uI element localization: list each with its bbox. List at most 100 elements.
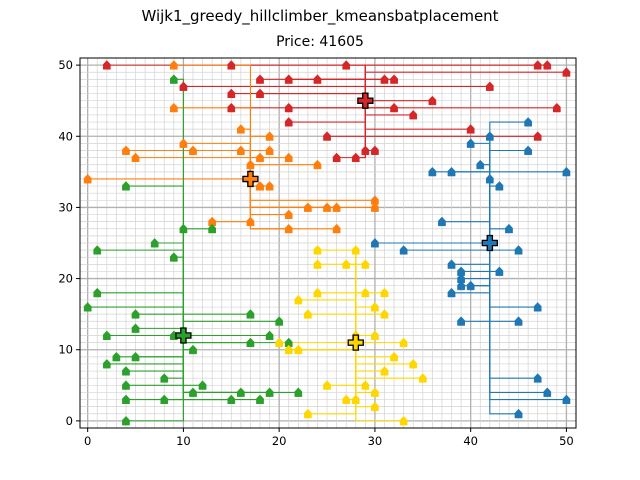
house-marker [122,181,130,191]
house-marker [284,209,293,219]
house-marker [189,344,197,355]
house-marker [284,117,293,127]
house-marker [93,287,102,298]
house-marker [122,145,130,155]
house-marker [380,366,389,376]
house-marker [169,102,178,113]
house-marker [390,74,398,84]
plot-frame [79,57,577,429]
house-marker [533,60,542,70]
x-tick-label: 0 [84,434,91,448]
house-marker [466,124,475,134]
house-marker [246,216,255,227]
cable-line [489,243,519,415]
house-marker [409,109,418,120]
house-marker [485,173,494,184]
house-marker [256,88,264,99]
cable-line [489,243,538,379]
cable-line [182,335,251,344]
house-marker [332,223,341,234]
house-marker [562,166,571,177]
house-marker [304,408,312,419]
y-tick-label: 0 [66,414,73,428]
house-marker [447,166,456,177]
y-tick-label: 40 [58,129,73,143]
house-marker [102,330,111,340]
y-tick-label: 20 [58,272,73,286]
house-marker [275,337,284,348]
house-marker [150,238,159,248]
house-marker [102,358,111,369]
house-marker [284,344,293,355]
house-marker [361,380,370,390]
house-marker [495,181,504,191]
house-marker [122,394,130,404]
house-marker [371,195,379,205]
house-marker [351,152,360,163]
cable-line [451,171,491,243]
house-marker [313,245,322,255]
house-marker [284,152,293,163]
house-marker [198,380,207,390]
house-marker [304,202,312,212]
cable-line [461,243,491,322]
house-marker [351,394,360,404]
house-marker [342,60,351,70]
house-marker [409,358,418,369]
battery-marker [347,334,364,351]
house-marker [179,81,188,91]
house-marker [371,387,379,397]
house-marker [399,415,408,426]
house-marker [371,145,379,155]
house-marker [543,60,552,70]
house-marker [256,394,264,404]
house-marker [466,280,475,291]
house-marker [562,67,571,77]
x-tick-label: 30 [368,434,383,448]
house-marker [227,60,236,70]
house-marker [514,245,523,255]
battery-marker [242,170,259,188]
house-marker [332,152,341,163]
house-marker [237,145,245,155]
house-marker [284,223,293,234]
house-marker [169,252,178,262]
house-marker [562,394,571,404]
house-marker [304,309,312,319]
house-marker [313,159,322,170]
house-marker [457,266,465,276]
figure-suptitle: Wijk1_greedy_hillclimber_kmeansbatplacem… [141,7,499,25]
house-marker [131,309,140,319]
house-marker [390,102,398,113]
house-marker [485,131,494,141]
house-marker [265,330,274,340]
cable-line [461,243,491,280]
battery-layer [175,92,498,351]
house-marker [294,387,303,397]
cable-line [355,263,366,343]
house-marker [524,117,532,127]
house-marker [361,145,370,155]
cable-line [403,243,491,251]
x-tick-label: 20 [272,434,287,448]
house-marker [237,387,245,397]
house-marker [399,245,408,255]
house-marker [371,401,379,412]
house-marker [380,74,389,84]
house-marker [457,273,465,284]
house-marker [438,216,446,227]
house-marker [208,216,216,227]
house-marker [380,309,389,319]
house-marker [179,138,188,148]
house-marker [332,202,341,212]
house-marker [246,337,255,348]
house-marker [284,337,293,348]
cable-line [182,228,213,336]
house-marker [189,387,197,397]
house-marker [524,145,532,155]
house-marker [371,238,379,248]
house-marker [83,173,92,184]
house-marker [169,60,178,70]
house-marker [466,138,475,148]
